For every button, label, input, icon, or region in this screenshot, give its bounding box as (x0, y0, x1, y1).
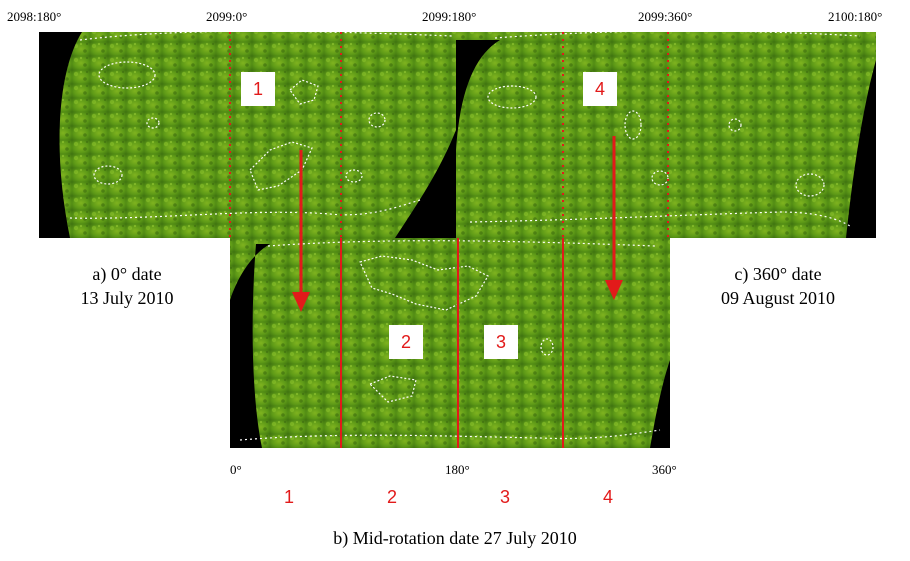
panel-b-map (230, 238, 670, 448)
panel-a-caption-line2: 13 July 2010 (80, 288, 174, 308)
top-axis-label-1: 2098:180° (7, 9, 62, 24)
panel-a-map (39, 30, 456, 238)
arrow-region-1 (292, 150, 310, 312)
region-2-bottom-label: 2 (387, 487, 398, 507)
panel-c-map (456, 30, 876, 238)
top-axis-label-3: 2099:180° (422, 9, 477, 24)
panel-c-caption-line2: 09 August 2010 (720, 288, 835, 308)
top-axis-label-2: 2099:0° (206, 9, 248, 24)
bottom-axis-label-0: 0° (230, 462, 242, 477)
region-1-box-top: 1 (241, 72, 275, 106)
panel-a-caption: a) 0° date 13 July 2010 (57, 262, 197, 310)
region-3-box-mid: 3 (484, 325, 518, 359)
region-2-box-mid: 2 (389, 325, 423, 359)
bottom-axis-label-360: 360° (652, 462, 677, 477)
region-3-bottom-label: 3 (500, 487, 511, 507)
panel-c-caption: c) 360° date 09 August 2010 (693, 262, 863, 310)
region-4-box-top: 4 (583, 72, 617, 106)
panel-a-caption-line1: a) 0° date (92, 264, 162, 284)
top-axis-label-5: 2100:180° (828, 9, 883, 24)
panel-b-caption: b) Mid-rotation date 27 July 2010 (333, 528, 577, 548)
top-axis-label-4: 2099:360° (638, 9, 693, 24)
arrow-region-4 (605, 136, 623, 300)
region-4-bottom-label: 4 (603, 487, 614, 507)
region-1-bottom-label: 1 (284, 487, 295, 507)
panel-c-caption-line1: c) 360° date (734, 264, 822, 284)
bottom-axis-label-180: 180° (445, 462, 470, 477)
